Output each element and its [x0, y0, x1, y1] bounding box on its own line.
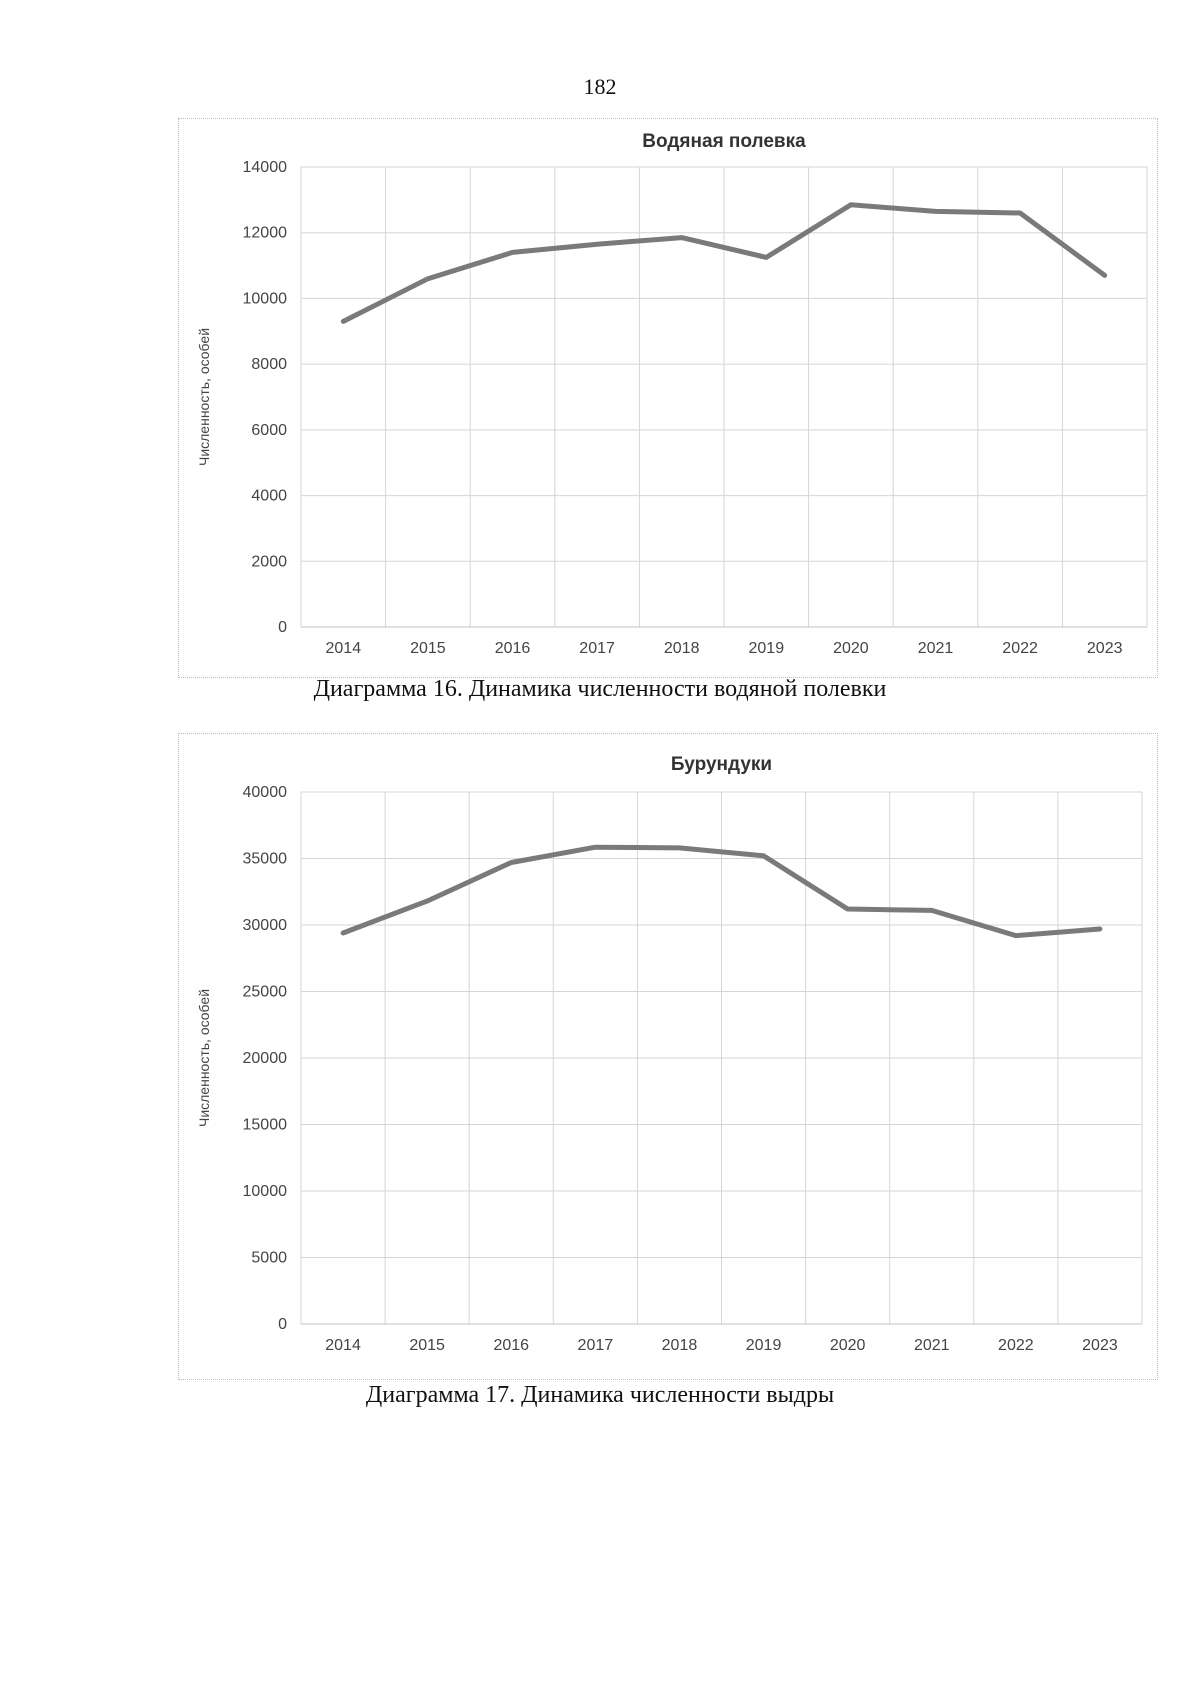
vole-data-point: [595, 242, 599, 246]
vole-xtick-label: 2017: [579, 640, 615, 657]
vole-data-point: [849, 203, 853, 207]
vole-xtick-label: 2016: [495, 640, 531, 657]
vole-data-point: [764, 255, 768, 259]
vole-xtick-label: 2019: [749, 640, 785, 657]
chipmunks-xtick-label: 2019: [746, 1337, 782, 1354]
chart-vole: 0 2000 4000 6000 8000 10000 12000 14000 2014 2015…: [196, 131, 1148, 657]
vole-data-point: [341, 319, 345, 323]
chipmunks-data-point: [677, 846, 681, 850]
chipmunks-data-point: [425, 899, 429, 903]
chipmunks-title: Бурундуки: [671, 754, 772, 775]
chipmunks-ytick-label: 40000: [243, 784, 288, 801]
vole-data-point: [1103, 273, 1107, 277]
chipmunks-data-point: [846, 907, 850, 911]
page-number: 182: [583, 74, 617, 99]
vole-ytick-label: 0: [278, 619, 287, 636]
chipmunks-ytick-label: 5000: [251, 1250, 287, 1267]
chipmunks-xtick-label: 2016: [493, 1337, 529, 1354]
vole-ytick-label: 8000: [251, 356, 287, 373]
chipmunks-xtick-label: 2015: [409, 1337, 445, 1354]
chipmunks-series-line: [340, 844, 1103, 939]
vole-data-point: [934, 209, 937, 213]
chipmunks-xtick-label: 2023: [1082, 1337, 1118, 1354]
chipmunks-xtick-label: 2021: [914, 1337, 950, 1354]
chart-chipmunks-container: 0 5000 10000 15000 20000 25000 30000 35000 40000…: [178, 733, 1158, 1380]
vole-ytick-label: 4000: [251, 488, 287, 505]
vole-ytick-label: 2000: [251, 553, 287, 570]
chipmunks-ylabel: Численность, особей: [196, 989, 212, 1127]
chipmunks-data-point: [1014, 934, 1018, 938]
chipmunks-data-point: [1098, 927, 1102, 931]
chipmunks-ytick-label: 15000: [243, 1117, 288, 1134]
chipmunks-data-point: [930, 908, 934, 912]
vole-xtick-label: 2023: [1087, 640, 1123, 657]
chart-vole-caption: Диаграмма 16. Динамика численности водян…: [313, 676, 887, 702]
vole-data-point: [511, 250, 514, 254]
vole-ytick-label: 6000: [251, 422, 287, 439]
chart-chipmunks: 0 5000 10000 15000 20000 25000 30000 35000 40000…: [196, 754, 1143, 1354]
chipmunks-xtick-label: 2014: [325, 1337, 361, 1354]
chipmunks-data-point: [593, 845, 597, 849]
vole-title: Водяная полевка: [642, 131, 806, 152]
chipmunks-xtick-label: 2017: [578, 1337, 614, 1354]
chipmunks-ytick-label: 10000: [243, 1183, 288, 1200]
chipmunks-ytick-label: 35000: [243, 851, 288, 868]
chipmunks-xtick-label: 2022: [998, 1337, 1034, 1354]
chipmunks-xtick-label: 2018: [662, 1337, 698, 1354]
vole-xtick-label: 2015: [410, 640, 446, 657]
chipmunks-xtick-label: 2020: [830, 1337, 866, 1354]
chipmunks-ytick-label: 20000: [243, 1050, 288, 1067]
vole-data-point: [1018, 211, 1022, 215]
vole-ytick-label: 10000: [243, 290, 288, 307]
vole-xtick-label: 2020: [833, 640, 869, 657]
chipmunks-ytick-label: 30000: [243, 917, 288, 934]
vole-data-point: [680, 236, 684, 240]
chart-chipmunks-caption: Диаграмма 17. Динамика численности выдры: [365, 1382, 835, 1408]
chipmunks-data-point: [341, 931, 345, 935]
vole-xtick-label: 2014: [326, 640, 362, 657]
chipmunks-data-point: [762, 854, 766, 858]
vole-ylabel: Численность, особей: [196, 328, 212, 466]
vole-series-line: [340, 202, 1108, 324]
chipmunks-ytick-label: 25000: [243, 984, 288, 1001]
chipmunks-ytick-label: 0: [278, 1316, 287, 1333]
vole-ytick-label: 14000: [243, 159, 288, 176]
chart-vole-container: 0 2000 4000 6000 8000 10000 12000 14000 2014 2015…: [178, 118, 1158, 678]
vole-ytick-label: 12000: [243, 225, 288, 242]
vole-data-point: [426, 277, 430, 281]
vole-xtick-label: 2018: [664, 640, 700, 657]
vole-xtick-label: 2021: [918, 640, 954, 657]
chipmunks-data-point: [509, 860, 513, 864]
vole-xtick-label: 2022: [1002, 640, 1038, 657]
